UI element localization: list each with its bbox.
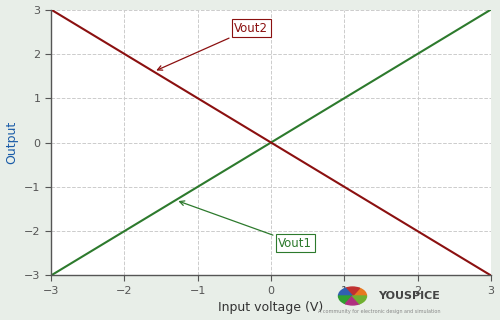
X-axis label: Input voltage (V): Input voltage (V)	[218, 301, 324, 315]
Text: Vout1: Vout1	[180, 201, 312, 250]
Text: A community for electronic design and simulation: A community for electronic design and si…	[318, 308, 440, 314]
Y-axis label: Output: Output	[6, 121, 18, 164]
Text: YOUSPICE: YOUSPICE	[378, 291, 440, 301]
Text: Vout2: Vout2	[158, 22, 268, 70]
